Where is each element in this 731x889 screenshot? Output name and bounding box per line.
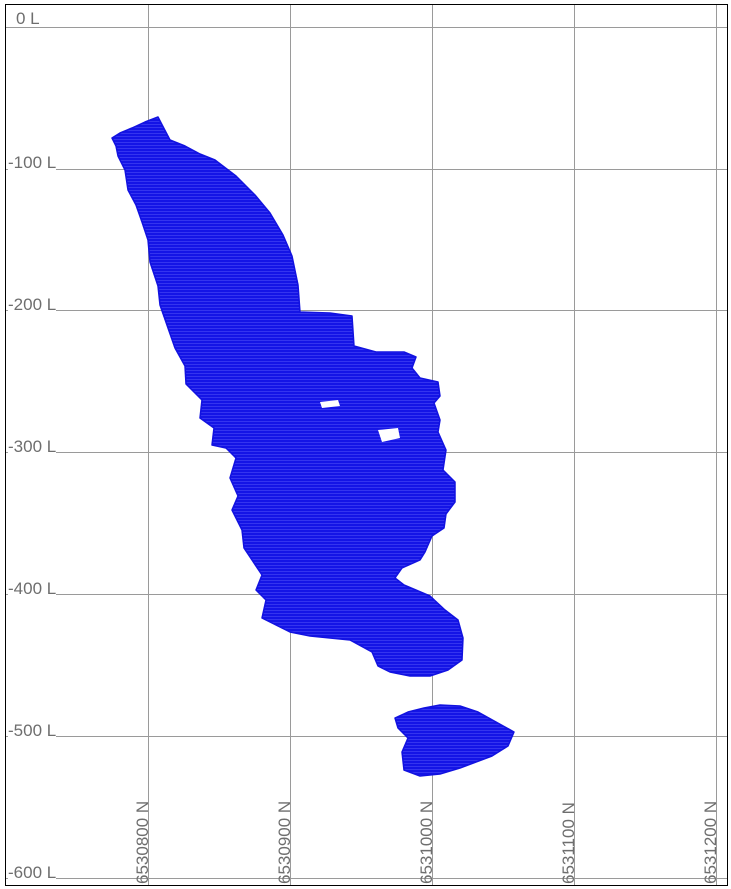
level-gridline-100 — [5, 169, 728, 170]
level-label-minus-100: -100 L — [8, 153, 57, 172]
level-gridline-200 — [5, 310, 728, 311]
level-gridline-0 — [5, 27, 728, 28]
level-label-0: 0 L — [16, 9, 40, 28]
northing-gridline-6531100 — [574, 4, 575, 886]
orebody-void — [378, 428, 400, 442]
orebody-main — [111, 116, 464, 677]
level-label-minus-300: -300 L — [8, 437, 57, 456]
level-label-minus-200: -200 L — [8, 295, 57, 314]
orebody-void — [320, 400, 340, 408]
map-frame — [5, 4, 728, 886]
level-label-minus-400: -400 L — [8, 579, 57, 598]
orebody-lower-lens — [394, 704, 515, 777]
level-gridline-600 — [5, 878, 728, 879]
level-gridline-500 — [5, 736, 728, 737]
level-label-minus-500: -500 L — [8, 721, 57, 740]
level-label-minus-600: -600 L — [8, 863, 57, 882]
northing-gridline-6530800 — [148, 4, 149, 886]
northing-gridline-6531200 — [716, 4, 717, 886]
